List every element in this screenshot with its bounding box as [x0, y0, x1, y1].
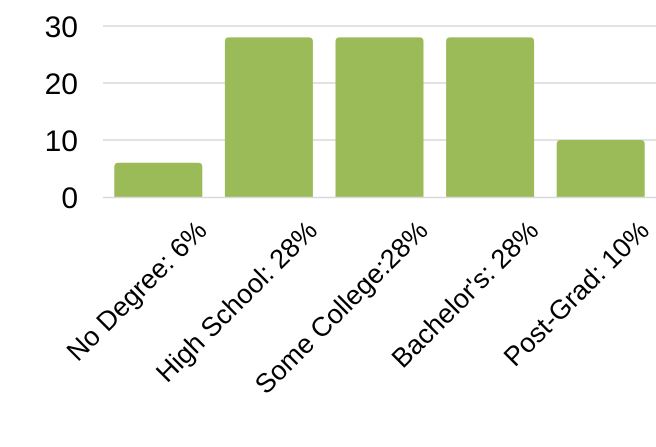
y-tick-label: 30 — [45, 11, 78, 44]
y-tick-label: 20 — [45, 68, 78, 101]
x-axis-tick-labels: No Degree: 6%High School: 28%Some Colleg… — [61, 215, 655, 400]
bar-4 — [556, 140, 645, 197]
y-axis-tick-labels: 0 10 20 30 — [45, 11, 78, 215]
y-tick-label: 10 — [45, 125, 78, 158]
bar-1 — [224, 37, 313, 198]
bars — [114, 37, 645, 198]
y-tick-label: 0 — [61, 182, 78, 215]
bar-2 — [335, 37, 424, 198]
bar-3 — [446, 37, 535, 198]
bar-0 — [114, 162, 203, 197]
